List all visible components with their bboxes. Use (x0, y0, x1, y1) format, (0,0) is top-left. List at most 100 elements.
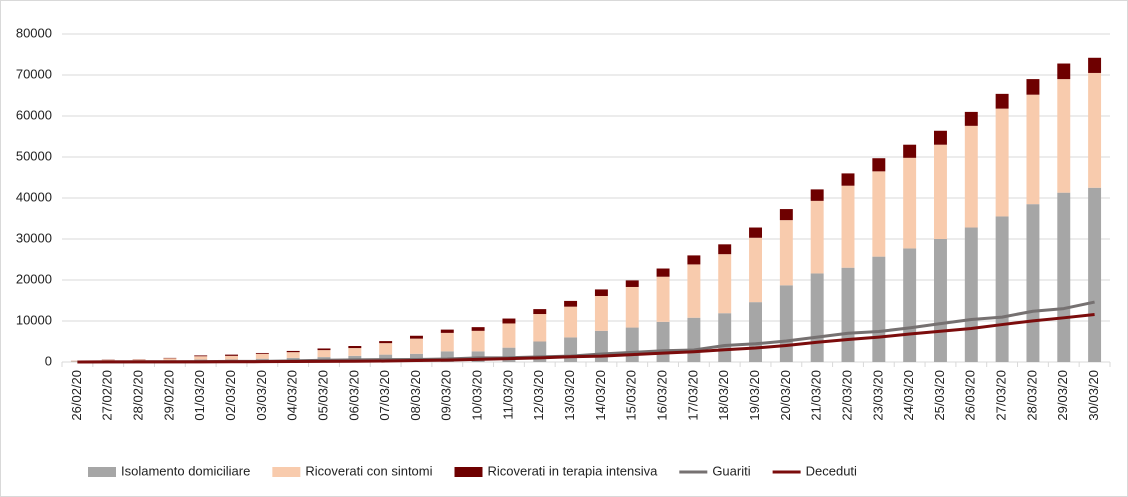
y-tick-label: 40000 (16, 189, 52, 204)
legend-label: Deceduti (806, 463, 857, 478)
bar-segment (594, 295, 608, 331)
bar-segment (255, 352, 269, 354)
bar-segment (1026, 204, 1040, 362)
x-tick-label: 14/03/20 (593, 370, 608, 421)
bar-segment (1026, 94, 1040, 205)
bar-segment (841, 267, 855, 362)
x-tick-label: 04/03/20 (285, 370, 300, 421)
bar-segment (409, 335, 423, 339)
bar-segment (810, 189, 824, 201)
bar-segment (933, 144, 947, 239)
x-tick-label: 28/03/20 (1024, 370, 1039, 421)
x-tick-label: 10/03/20 (470, 370, 485, 421)
bar-segment (1088, 57, 1102, 73)
bar-segment (964, 111, 978, 126)
bar-segment (995, 216, 1009, 362)
bar-segment (379, 343, 393, 355)
x-tick-label: 25/03/20 (932, 370, 947, 421)
bar-segment (903, 157, 917, 249)
bar-segment (440, 329, 454, 333)
x-tick-label: 27/02/20 (100, 370, 115, 421)
bar-segment (1057, 63, 1071, 80)
bar-segment (471, 327, 485, 331)
bar-segment (933, 239, 947, 362)
bar-segment (255, 353, 269, 359)
bar-segment (995, 93, 1009, 109)
bar-segment (1057, 192, 1071, 362)
x-tick-label: 28/02/20 (130, 370, 145, 421)
bar-segment (687, 317, 701, 362)
y-tick-label: 30000 (16, 230, 52, 245)
bar-segment (625, 327, 639, 362)
bar-segment (564, 300, 578, 307)
bar-segment (995, 108, 1009, 217)
bar-segment (779, 209, 793, 221)
bar-segment (810, 273, 824, 362)
bar-segment (348, 346, 362, 349)
bar-segment (656, 268, 670, 277)
x-tick-label: 26/02/20 (69, 370, 84, 421)
y-tick-label: 10000 (16, 312, 52, 327)
bar-segment (841, 173, 855, 186)
bar-segment (225, 354, 239, 356)
legend-swatch (272, 467, 301, 477)
bar-segment (964, 227, 978, 362)
legend-swatch (88, 467, 116, 477)
x-tick-label: 09/03/20 (439, 370, 454, 421)
bar-segment (1026, 79, 1040, 95)
legend-label: Ricoverati con sintomi (305, 463, 432, 478)
bar-segment (502, 318, 516, 324)
bar-segment (687, 264, 701, 318)
x-tick-label: 03/03/20 (254, 370, 269, 421)
x-tick-label: 08/03/20 (408, 370, 423, 421)
bar-segment (749, 237, 763, 303)
bar-segment (1088, 187, 1102, 362)
bar-segment (779, 285, 793, 362)
legend-swatch (454, 467, 483, 477)
bar-segment (656, 276, 670, 322)
bar-segment (625, 286, 639, 328)
x-tick-label: 02/03/20 (223, 370, 238, 421)
bar-segment (502, 323, 516, 348)
bar-segment (933, 130, 947, 145)
bar-segment (440, 332, 454, 352)
bar-segment (194, 356, 208, 360)
bar-segment (409, 338, 423, 354)
bar-segment (1088, 72, 1102, 188)
bar-segment (964, 125, 978, 228)
bar-segment (348, 348, 362, 356)
bar-segment (1057, 79, 1071, 193)
x-tick-label: 29/02/20 (161, 370, 176, 421)
bar-segment (379, 341, 393, 344)
bar-segment (810, 200, 824, 274)
x-tick-label: 20/03/20 (778, 370, 793, 421)
bar-segment (533, 314, 547, 342)
bar-segment (718, 254, 732, 314)
bar-segment (718, 244, 732, 255)
x-tick-label: 15/03/20 (624, 370, 639, 421)
bar-segment (286, 350, 300, 353)
line-series (77, 312, 1095, 364)
x-tick-label: 13/03/20 (562, 370, 577, 421)
y-tick-label: 80000 (16, 25, 52, 40)
bar-segment (471, 330, 485, 352)
x-tick-label: 01/03/20 (192, 370, 207, 421)
legend-label: Ricoverati in terapia intensiva (488, 463, 659, 478)
x-tick-label: 17/03/20 (685, 370, 700, 421)
x-tick-label: 11/03/20 (500, 370, 515, 420)
x-tick-label: 16/03/20 (654, 370, 669, 421)
x-tick-label: 07/03/20 (377, 370, 392, 421)
x-tick-label: 18/03/20 (716, 370, 731, 421)
bar-segment (163, 358, 177, 361)
x-tick-label: 22/03/20 (839, 370, 854, 421)
bar-segment (687, 255, 701, 265)
bar-segment (317, 350, 331, 358)
bar-segment (841, 185, 855, 268)
x-tick-label: 24/03/20 (901, 370, 916, 421)
bar-segment (903, 248, 917, 362)
x-tick-label: 23/03/20 (870, 370, 885, 421)
bar-segment (409, 353, 423, 362)
x-tick-label: 19/03/20 (747, 370, 762, 421)
bar-segment (749, 302, 763, 362)
y-tick-label: 0 (45, 353, 52, 368)
